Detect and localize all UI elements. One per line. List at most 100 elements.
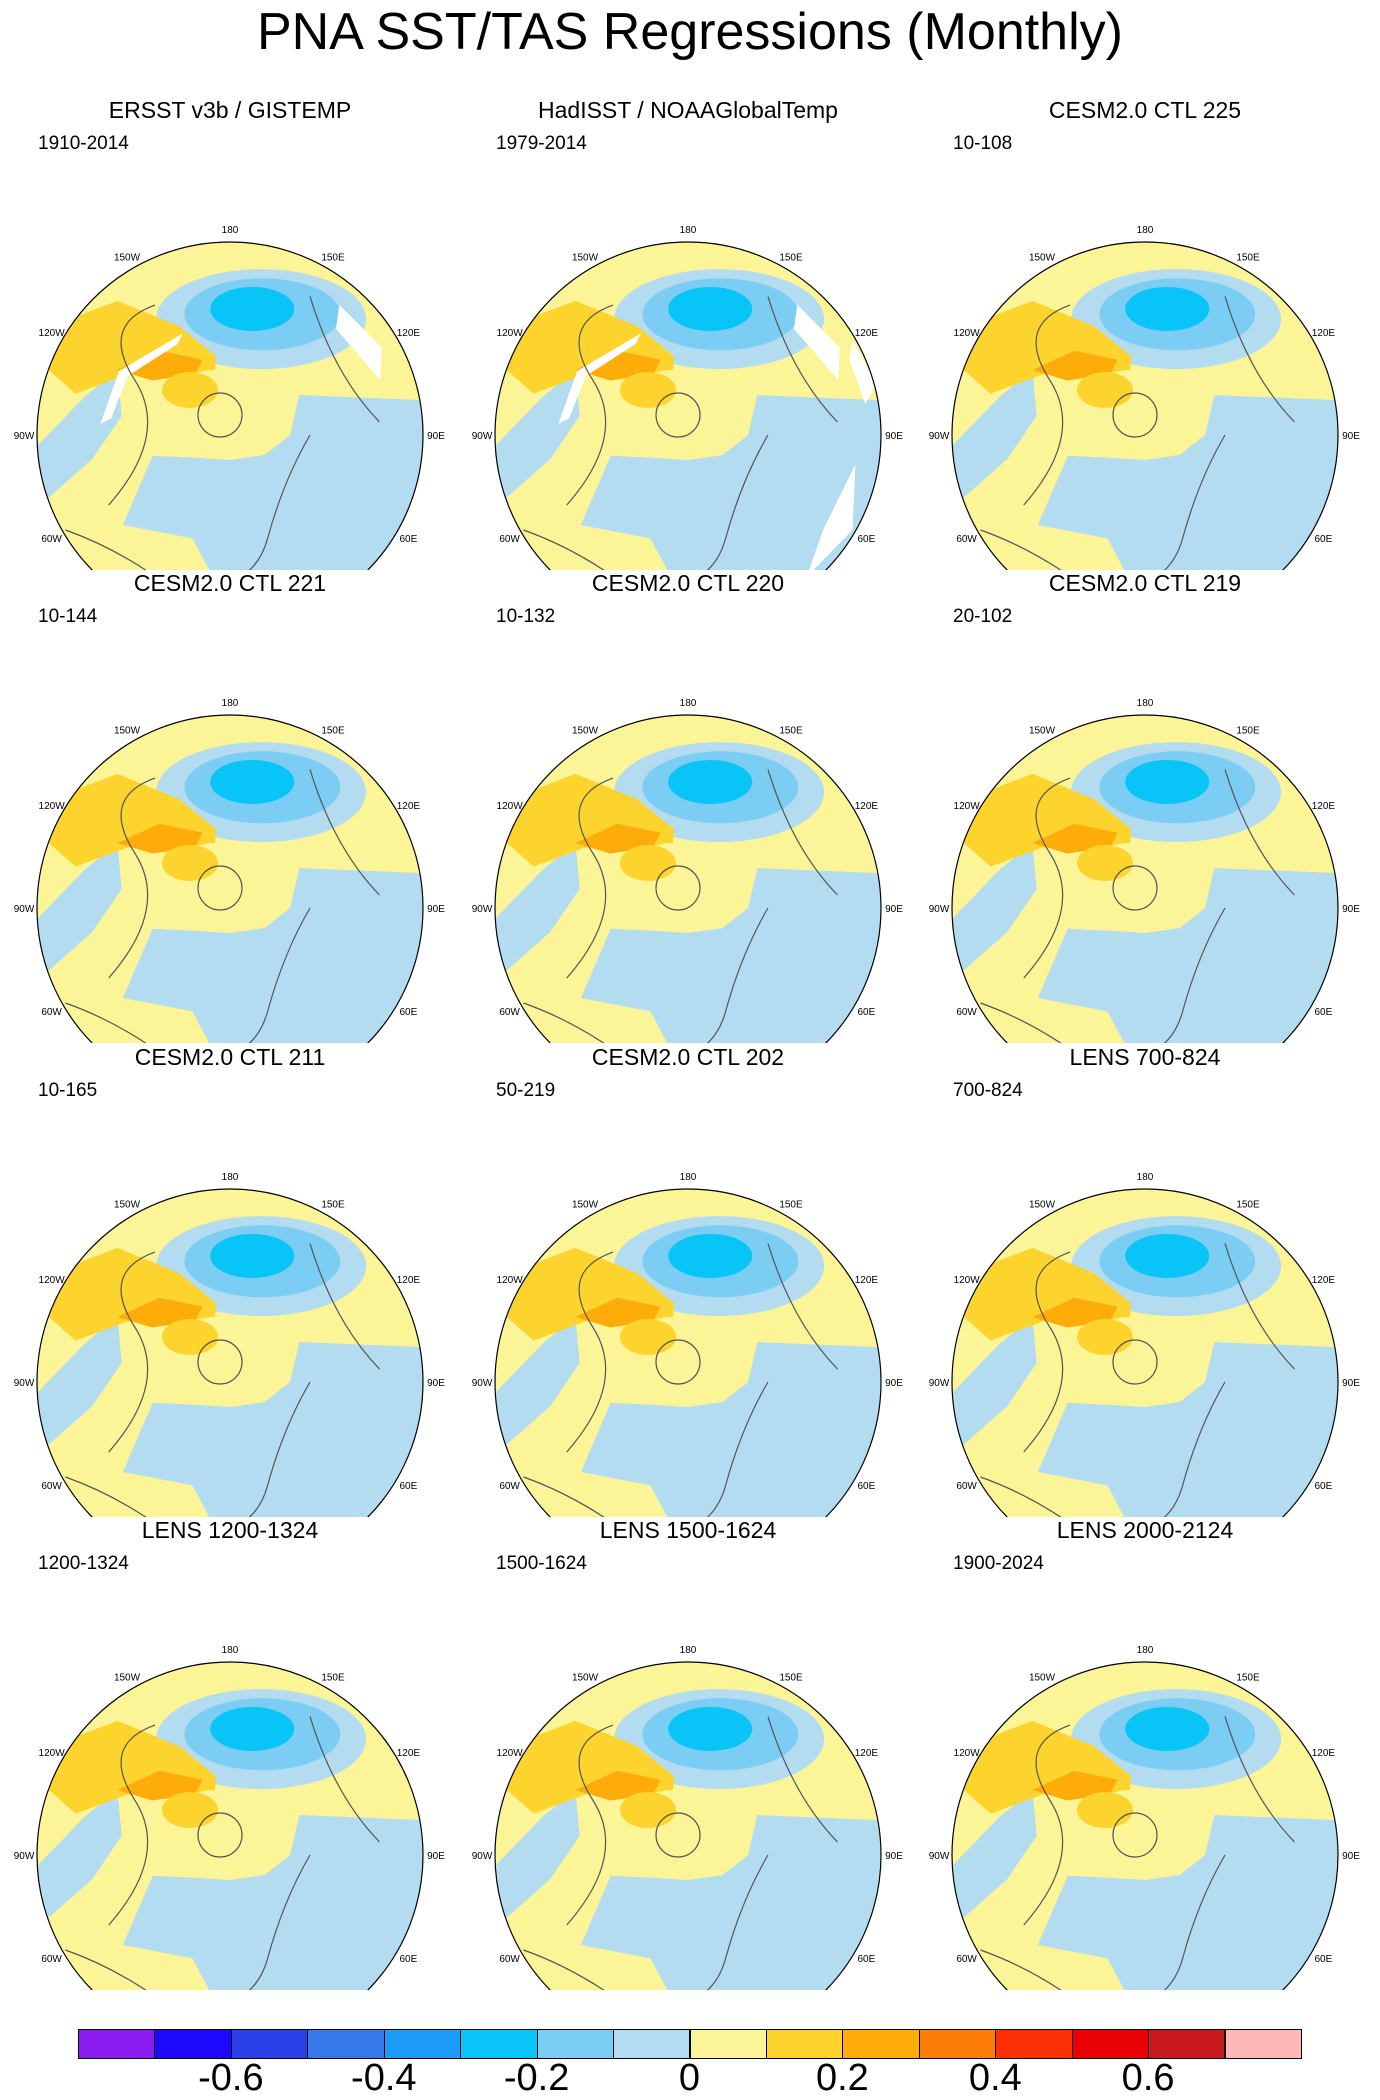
longitude-label: 150W bbox=[1029, 1200, 1056, 1211]
map-rim bbox=[951, 1188, 1339, 1517]
longitude-label: 120W bbox=[39, 328, 66, 339]
panel-title: CESM2.0 CTL 225 bbox=[1048, 97, 1242, 123]
longitude-label: 60W bbox=[499, 1007, 520, 1018]
pacific-cool-3 bbox=[210, 286, 295, 331]
longitude-label: 90E bbox=[885, 431, 903, 442]
longitude-label: 180 bbox=[1137, 1172, 1154, 1183]
longitude-label: 150W bbox=[1029, 1673, 1056, 1684]
longitude-label: 120E bbox=[1312, 801, 1336, 812]
warm-arc-1 bbox=[961, 300, 1132, 394]
polar-map: 180150E120E90E60E30E030W60W90W120W150W bbox=[929, 1645, 1360, 1990]
longitude-label: 120W bbox=[497, 1275, 524, 1286]
longitude-label: 90W bbox=[472, 1851, 493, 1862]
longitude-label: 90E bbox=[885, 1851, 903, 1862]
longitude-label: 60E bbox=[1315, 1954, 1333, 1965]
coastlines bbox=[523, 1716, 838, 1990]
longitude-label: 60W bbox=[956, 534, 977, 545]
coastlines bbox=[980, 1243, 1295, 1517]
longitude-label: 150E bbox=[1236, 1673, 1260, 1684]
panel-title: CESM2.0 CTL 211 bbox=[134, 1044, 326, 1070]
map-panel: 180150E120E90E60E30E030W60W90W120W150WCE… bbox=[458, 568, 918, 1043]
longitude-label: 150E bbox=[321, 726, 345, 737]
warm-arc-1 bbox=[961, 1720, 1132, 1814]
longitude-label: 90E bbox=[427, 904, 445, 915]
panel-years: 1910-2014 bbox=[38, 133, 129, 154]
longitude-label: 180 bbox=[680, 225, 697, 236]
longitude-label: 60W bbox=[41, 1954, 62, 1965]
missing-data bbox=[849, 340, 877, 404]
polar-warm-2 bbox=[1077, 1319, 1133, 1355]
panel-years: 20-102 bbox=[953, 606, 1013, 627]
field-cool-west bbox=[495, 1790, 580, 1924]
longitude-label: 180 bbox=[222, 1172, 239, 1183]
pacific-cool-3 bbox=[668, 286, 753, 331]
coastlines bbox=[65, 296, 380, 570]
polar-map: 180150E120E90E60E30E030W60W90W120W150W bbox=[472, 1172, 903, 1517]
longitude-label: 150W bbox=[1029, 726, 1056, 737]
map-panel: 180150E120E90E60E30E030W60W90W120W150WCE… bbox=[0, 568, 460, 1043]
longitude-label: 90W bbox=[14, 1851, 35, 1862]
polar-warm-2 bbox=[162, 1792, 218, 1828]
polar-warm-2 bbox=[620, 1792, 676, 1828]
field-cool-west bbox=[952, 843, 1037, 977]
longitude-label: 60E bbox=[1315, 1481, 1333, 1492]
field-cool-west bbox=[952, 1790, 1037, 1924]
map-panel: 180150E120E90E60E30E030W60W90W120W150WHa… bbox=[458, 95, 918, 570]
map-rim bbox=[36, 241, 424, 570]
map-rim bbox=[36, 1188, 424, 1517]
coastlines bbox=[65, 769, 380, 1043]
polar-map: 180150E120E90E60E30E030W60W90W120W150W bbox=[472, 1645, 903, 1990]
colorbar bbox=[78, 2029, 1302, 2059]
longitude-label: 120E bbox=[1312, 1748, 1336, 1759]
longitude-label: 120E bbox=[397, 1275, 421, 1286]
longitude-label: 90E bbox=[885, 904, 903, 915]
map-panel: 180150E120E90E60E30E030W60W90W120W150WCE… bbox=[915, 95, 1375, 570]
panel-years: 1500-1624 bbox=[496, 1553, 587, 1574]
longitude-label: 60E bbox=[1315, 534, 1333, 545]
longitude-label: 60E bbox=[858, 1007, 876, 1018]
polar-warm-2 bbox=[1077, 1792, 1133, 1828]
panel-title: CESM2.0 CTL 221 bbox=[133, 570, 327, 596]
longitude-label: 90W bbox=[929, 431, 950, 442]
colorbar-swatch bbox=[383, 2029, 462, 2059]
field-cool-west bbox=[952, 1317, 1037, 1451]
longitude-label: 60E bbox=[1315, 1007, 1333, 1018]
colorbar-swatch bbox=[1148, 2029, 1226, 2059]
longitude-label: 150E bbox=[321, 253, 345, 264]
panel-title: CESM2.0 CTL 219 bbox=[1048, 570, 1242, 596]
longitude-label: 120W bbox=[954, 801, 981, 812]
pacific-cool-3 bbox=[1125, 1706, 1210, 1751]
longitude-label: 180 bbox=[222, 225, 239, 236]
longitude-label: 150W bbox=[114, 253, 141, 264]
map-rim bbox=[36, 714, 424, 1043]
longitude-label: 60E bbox=[858, 1954, 876, 1965]
coastlines bbox=[523, 769, 838, 1043]
longitude-label: 150W bbox=[1029, 253, 1056, 264]
colorbar-swatch bbox=[1071, 2029, 1150, 2059]
colorbar-swatch bbox=[460, 2029, 538, 2059]
colorbar-swatch bbox=[78, 2029, 156, 2059]
panel-title: CESM2.0 CTL 202 bbox=[591, 1044, 785, 1070]
longitude-label: 150E bbox=[779, 1673, 803, 1684]
colorbar-swatch bbox=[613, 2029, 691, 2059]
polar-map: 180150E120E90E60E30E030W60W90W120W150W bbox=[929, 698, 1360, 1043]
longitude-label: 90W bbox=[14, 431, 35, 442]
longitude-label: 60E bbox=[858, 534, 876, 545]
panel-title: LENS 1200-1324 bbox=[141, 1517, 319, 1543]
field-cool-west bbox=[37, 1790, 122, 1924]
longitude-label: 120E bbox=[1312, 328, 1336, 339]
polar-map: 180150E120E90E60E30E030W60W90W120W150W bbox=[14, 698, 445, 1043]
longitude-label: 180 bbox=[1137, 1645, 1154, 1656]
longitude-label: 180 bbox=[222, 698, 239, 709]
panel-years: 10-132 bbox=[496, 606, 556, 627]
polar-map: 180150E120E90E60E30E030W60W90W120W150W bbox=[14, 225, 445, 570]
colorbar-swatch bbox=[918, 2029, 997, 2059]
panel-title: LENS 2000-2124 bbox=[1056, 1517, 1234, 1543]
colorbar-tick-label: 0.4 bbox=[968, 2057, 1022, 2099]
warm-arc-1 bbox=[504, 1247, 675, 1341]
longitude-label: 120W bbox=[954, 1275, 981, 1286]
panel-years: 10-165 bbox=[38, 1080, 98, 1101]
field-cool-west bbox=[495, 370, 580, 504]
longitude-label: 90E bbox=[1342, 1851, 1360, 1862]
longitude-label: 150W bbox=[572, 1673, 599, 1684]
